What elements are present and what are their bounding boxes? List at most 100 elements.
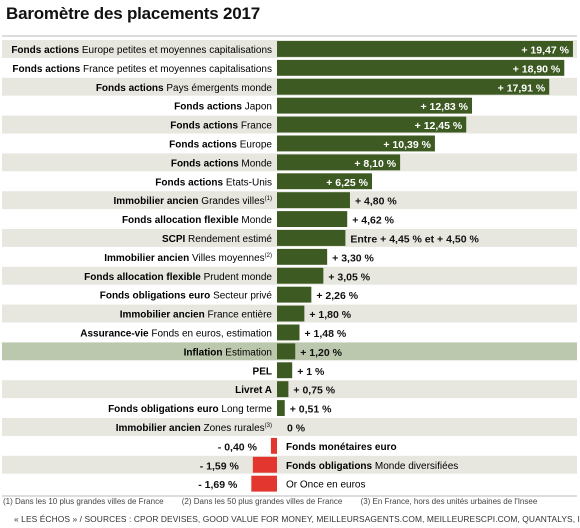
bar bbox=[277, 173, 372, 190]
footnote-ref: (3) bbox=[265, 423, 272, 429]
bar-row: + 12,83 % Fonds actions Japon bbox=[2, 96, 577, 115]
category-label-detail: Villes moyennes bbox=[189, 253, 264, 264]
category-label-bold: Fonds allocation flexible bbox=[122, 215, 239, 226]
category-label-bold: Livret A bbox=[235, 385, 272, 396]
bar bbox=[277, 192, 350, 209]
category-label: Assurance-vie Fonds en euros, estimation bbox=[80, 328, 272, 339]
bar bbox=[277, 286, 312, 303]
category-label-bold: Fonds obligations bbox=[286, 461, 373, 472]
value-label: + 1,20 % bbox=[300, 347, 342, 359]
category-label-bold: Fonds obligations euro bbox=[100, 291, 211, 302]
bar-row: + 1,20 % Inflation Estimation bbox=[2, 342, 577, 361]
bar bbox=[277, 41, 573, 57]
category-label-bold: Fonds actions bbox=[96, 83, 164, 94]
category-label-bold: Immobilier ancien bbox=[120, 310, 205, 321]
bar-row: 0 % Immobilier ancien Zones rurales(3) bbox=[2, 418, 577, 436]
category-label-detail: France bbox=[238, 121, 272, 132]
category-label-detail: Grandes villes bbox=[199, 196, 265, 207]
category-label: Fonds actions Europe petites et moyennes… bbox=[11, 45, 272, 56]
footnote-1: (1) Dans les 10 plus grandes villes de F… bbox=[3, 497, 164, 506]
bar-row: + 6,25 % Fonds actions Etats-Unis bbox=[2, 172, 577, 191]
category-label-detail: France petites et moyennes capitalisatio… bbox=[80, 64, 272, 75]
category-label-detail: Europe petites et moyennes capitalisatio… bbox=[79, 45, 272, 56]
category-label-bold: Assurance-vie bbox=[80, 328, 149, 339]
category-label-detail: Or Once en euros bbox=[286, 480, 365, 491]
category-label-bold: Fonds actions bbox=[170, 121, 238, 132]
bar bbox=[277, 97, 473, 114]
category-label-bold: Immobilier ancien bbox=[104, 253, 189, 264]
bar bbox=[252, 456, 277, 473]
value-label: Entre + 4,45 % et + 4,50 % bbox=[350, 233, 479, 245]
category-label-detail: Long terme bbox=[219, 404, 273, 415]
row-background bbox=[2, 399, 577, 417]
category-label-detail: Zones rurales bbox=[201, 423, 265, 434]
category-label-detail: Estimation bbox=[223, 347, 272, 358]
value-label: + 0,75 % bbox=[293, 385, 335, 397]
category-label-bold: Fonds actions bbox=[174, 102, 242, 113]
row-background bbox=[2, 455, 577, 474]
category-label-bold: Fonds actions bbox=[169, 139, 237, 150]
bar bbox=[277, 59, 565, 76]
category-label: Fonds allocation flexible Prudent monde bbox=[84, 272, 272, 283]
category-label: Fonds actions Japon bbox=[174, 102, 272, 113]
value-label: + 17,91 % bbox=[498, 82, 546, 94]
value-label: 0 % bbox=[287, 422, 306, 434]
bar-row: + 12,45 % Fonds actions France bbox=[2, 115, 577, 134]
footnotes: (1) Dans les 10 plus grandes villes de F… bbox=[3, 497, 553, 506]
category-label: SCPI Rendement estimé bbox=[162, 234, 272, 245]
category-label-detail: Fonds en euros, estimation bbox=[149, 328, 272, 339]
category-label: Livret A bbox=[235, 385, 272, 396]
row-background bbox=[2, 418, 577, 436]
bar bbox=[277, 267, 324, 284]
category-label-detail: Monde bbox=[239, 215, 273, 226]
category-label-detail: Pays émergents monde bbox=[164, 83, 273, 94]
footnote-ref: (2) bbox=[265, 253, 272, 259]
bar-row: + 4,80 % Immobilier ancien Grandes villes… bbox=[2, 191, 577, 210]
category-label-bold: Fonds actions bbox=[12, 64, 80, 75]
bar bbox=[277, 305, 305, 322]
category-label: Fonds allocation flexible Monde bbox=[122, 215, 272, 226]
category-label-bold: Fonds obligations euro bbox=[108, 404, 219, 415]
category-label-bold: Fonds allocation flexible bbox=[84, 272, 201, 283]
bar bbox=[277, 381, 289, 398]
category-label-bold: Fonds actions bbox=[155, 177, 223, 188]
bar-row: + 17,91 % Fonds actions Pays émergents mo… bbox=[2, 77, 577, 96]
value-label: + 12,45 % bbox=[415, 120, 463, 132]
category-label-bold: Fonds actions bbox=[171, 158, 239, 169]
value-label: + 1,48 % bbox=[304, 328, 346, 340]
sources-line: « LES ÉCHOS » / SOURCES : CPOR DEVISES, … bbox=[14, 514, 580, 524]
category-label: Fonds obligations euro Long terme bbox=[108, 404, 272, 415]
category-label: Fonds actions France bbox=[170, 121, 272, 132]
category-label-detail: Monde diversifiées bbox=[372, 461, 458, 472]
category-label: Fonds actions Pays émergents monde bbox=[96, 83, 273, 94]
category-label-bold: Fonds actions bbox=[11, 45, 79, 56]
category-label-bold: Fonds monétaires euro bbox=[286, 442, 397, 453]
category-label-bold: Immobilier ancien bbox=[113, 196, 198, 207]
bar-row: + 0,75 % Livret A bbox=[2, 380, 577, 399]
bar-row: Entre + 4,45 % et + 4,50 % SCPI Rendement… bbox=[2, 229, 577, 247]
value-label: + 0,51 % bbox=[290, 404, 332, 416]
value-label: + 1 % bbox=[297, 366, 325, 378]
bar-row: + 10,39 % Fonds actions Europe bbox=[2, 134, 577, 153]
category-label-bold: SCPI bbox=[162, 234, 186, 245]
footnote-2: (2) Dans les 50 plus grandes villes de F… bbox=[181, 497, 343, 506]
value-label: + 8,10 % bbox=[354, 158, 396, 170]
bar-chart: + 19,47 % Fonds actions Europe petites et… bbox=[2, 35, 577, 497]
category-label: PEL bbox=[253, 366, 272, 377]
bar bbox=[277, 78, 550, 95]
row-background bbox=[2, 380, 577, 399]
category-label-bold: PEL bbox=[253, 366, 272, 377]
bar bbox=[251, 475, 277, 492]
category-label-detail: France entière bbox=[205, 310, 273, 321]
bar bbox=[277, 362, 293, 379]
value-label: + 6,25 % bbox=[326, 177, 368, 189]
value-label: + 3,30 % bbox=[332, 252, 374, 264]
category-label: Fonds monétaires euro bbox=[286, 442, 397, 453]
category-label: Fonds actions France petites et moyennes… bbox=[12, 64, 272, 75]
category-label-detail: Rendement estimé bbox=[185, 234, 272, 245]
value-label: - 0,40 % bbox=[218, 441, 258, 453]
bar-row: + 2,26 % Fonds obligations euro Secteur p… bbox=[2, 285, 577, 304]
row-background bbox=[2, 474, 577, 493]
value-label: - 1,69 % bbox=[198, 479, 238, 491]
category-label-detail: Prudent monde bbox=[201, 272, 273, 283]
